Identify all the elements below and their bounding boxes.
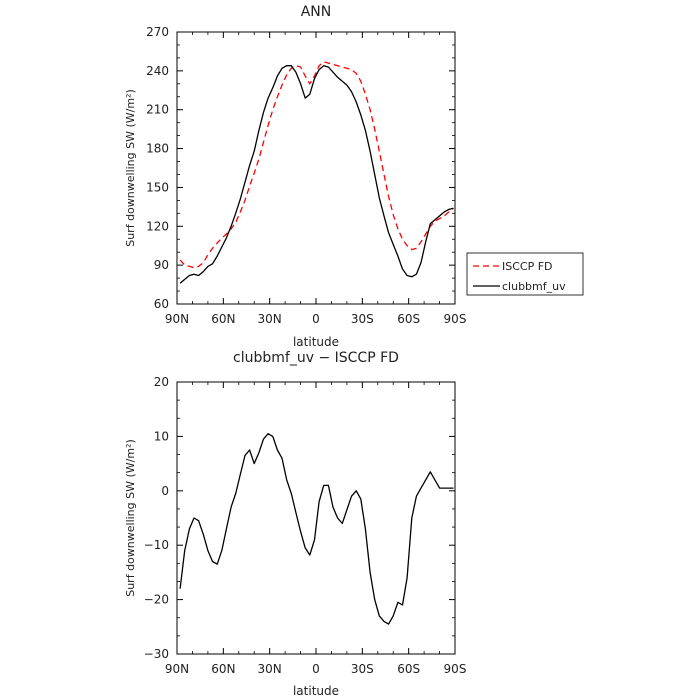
- bottom-series-layer: [179, 433, 454, 625]
- top-y-tick-label: 180: [146, 142, 169, 156]
- bottom-x-tick-label: 90S: [444, 662, 467, 676]
- top-y-tick-label: 90: [154, 258, 169, 272]
- bottom-y-axis-label: Surf downwelling SW (W/m²): [124, 439, 137, 597]
- bottom-x-tick-label: 30S: [351, 662, 374, 676]
- bottom-chart-title: clubbmf_uv − ISCCP FD: [233, 350, 399, 366]
- top-y-tick-label: 270: [146, 25, 169, 39]
- top-x-tick-label: 60N: [211, 312, 235, 326]
- bottom-y-tick-label: 20: [154, 375, 169, 389]
- top-x-axis-label: latitude: [293, 335, 339, 349]
- top-x-tick-label: 90S: [444, 312, 467, 326]
- top-x-tick-label: 0: [312, 312, 320, 326]
- top-y-tick-label: 150: [146, 180, 169, 194]
- top-y-axis-label: Surf downwelling SW (W/m²): [124, 89, 137, 247]
- top-y-tick-label: 120: [146, 219, 169, 233]
- bottom-plot-frame: [176, 381, 456, 655]
- top-x-tick-label: 60S: [397, 312, 420, 326]
- bottom-series-line-0: [179, 433, 454, 625]
- top-series-line-clubbmf-uv: [179, 65, 454, 284]
- bottom-x-tick-label: 60S: [397, 662, 420, 676]
- top-series-line-isccp-fd: [179, 61, 454, 269]
- top-y-tick-label: 210: [146, 103, 169, 117]
- bottom-ticks: 90N 60N 30N 0 30S 60S 90S −30 −20 −10 0 10 20: [144, 375, 467, 676]
- legend-label-clubbmf: clubbmf_uv: [502, 280, 566, 293]
- bottom-y-tick-label: 0: [161, 484, 169, 498]
- top-series-layer: [179, 61, 454, 284]
- top-chart-title: ANN: [301, 4, 332, 20]
- bottom-panel: clubbmf_uv − ISCCP FD 90N 60N 30N 0 30S 60S 90…: [124, 350, 466, 698]
- top-ticks: 90N 60N 30N 0 30S 60S 90S 60 90 120 150 180 210 240 27…: [146, 25, 466, 326]
- top-y-tick-label: 240: [146, 64, 169, 78]
- bottom-y-tick-label: −10: [144, 538, 169, 552]
- bottom-y-tick-label: 10: [154, 429, 169, 443]
- bottom-y-tick-label: −20: [144, 593, 169, 607]
- top-x-tick-label: 30S: [351, 312, 374, 326]
- top-x-tick-label: 90N: [165, 312, 189, 326]
- legend: ISCCP FD clubbmf_uv: [466, 252, 584, 296]
- top-y-tick-label: 60: [154, 297, 169, 311]
- legend-box: [466, 252, 584, 296]
- bottom-x-tick-label: 60N: [211, 662, 235, 676]
- bottom-x-tick-label: 90N: [165, 662, 189, 676]
- bottom-x-tick-label: 30N: [258, 662, 282, 676]
- top-panel: ANN 90N 60N 30N 0 30S 60S 90S 60 90 120 150 180 210 2…: [124, 4, 584, 349]
- bottom-x-tick-label: 0: [312, 662, 320, 676]
- bottom-y-tick-label: −30: [144, 647, 169, 661]
- legend-label-isccp: ISCCP FD: [502, 260, 553, 273]
- bottom-x-axis-label: latitude: [293, 684, 339, 698]
- top-x-tick-label: 30N: [258, 312, 282, 326]
